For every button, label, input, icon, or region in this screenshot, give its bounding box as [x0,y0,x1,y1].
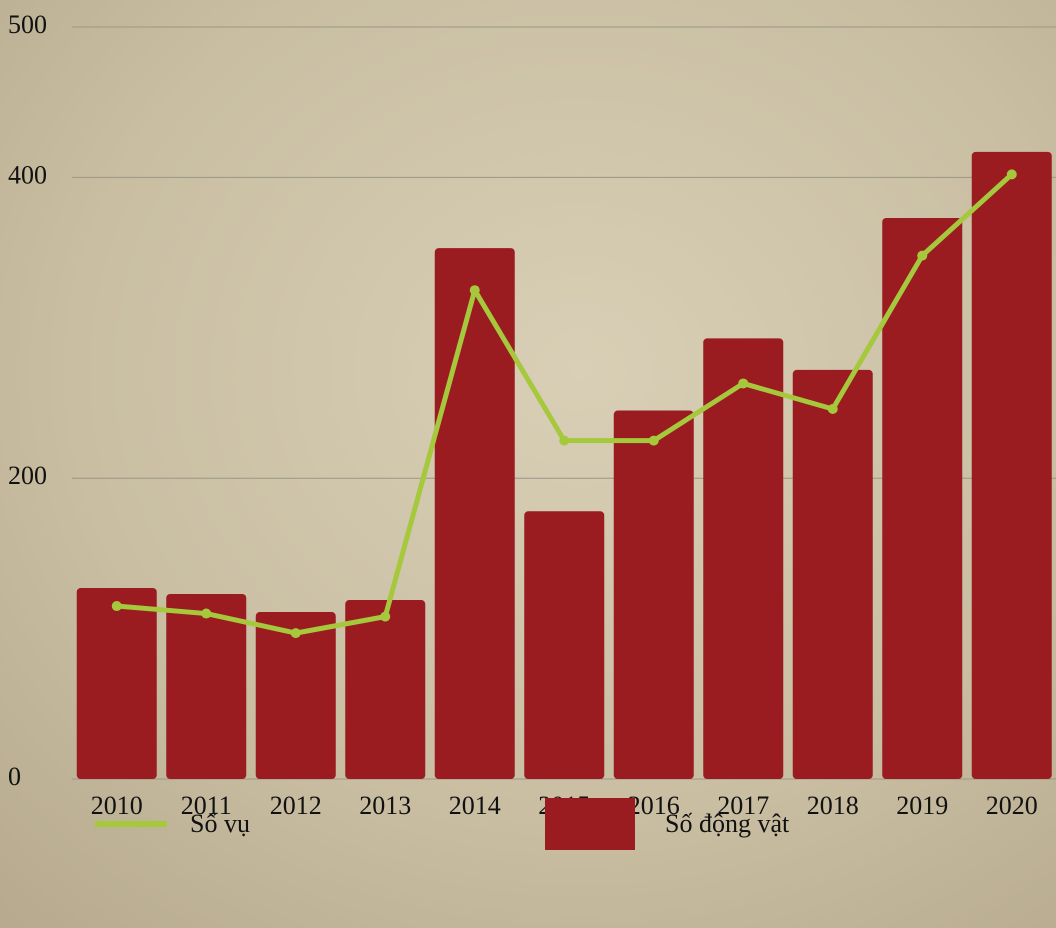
point [828,404,838,414]
x-tick-label: 2019 [896,791,948,820]
point [291,628,301,638]
bar [703,338,783,779]
bar [972,152,1052,779]
x-tick-label: 2012 [270,791,322,820]
bar [524,511,604,779]
point [201,609,211,619]
bar [614,411,694,779]
legend-label: Số động vật [665,809,790,838]
bar [793,370,873,779]
point [112,601,122,611]
y-tick-label: 0 [8,762,21,791]
x-tick-label: 2010 [91,791,143,820]
x-tick-label: 2018 [807,791,859,820]
x-tick-label: 2020 [986,791,1038,820]
bar [77,588,157,779]
legend-label: Số vụ [190,809,250,838]
legend-swatch [545,798,635,850]
page: 0200400500201020112012201320142015201620… [0,0,1056,928]
point [917,251,927,261]
point [738,378,748,388]
bar [435,248,515,779]
point [1007,169,1017,179]
point [649,436,659,446]
y-tick-label: 400 [8,160,47,189]
point [559,436,569,446]
point [470,285,480,295]
y-tick-label: 200 [8,461,47,490]
bar [345,600,425,779]
chart: 0200400500201020112012201320142015201620… [0,0,1056,928]
x-tick-label: 2014 [449,791,501,820]
x-tick-label: 2013 [359,791,411,820]
y-tick-label: 500 [8,10,47,39]
point [380,612,390,622]
